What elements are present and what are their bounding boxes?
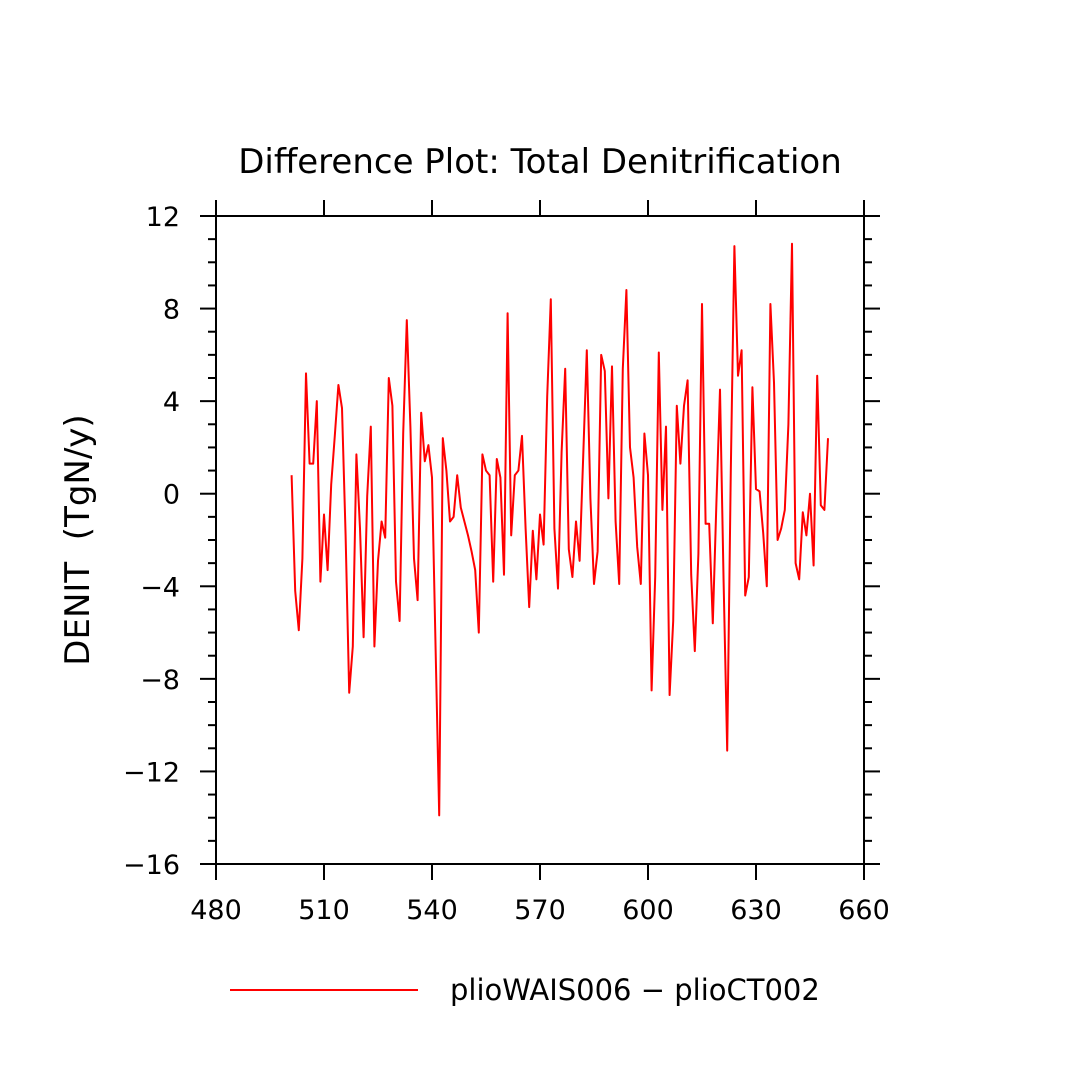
y-tick-label: −8 xyxy=(140,665,180,696)
y-axis-label: DENIT (TgN/y) xyxy=(58,414,98,665)
y-tick-label: −4 xyxy=(140,572,180,603)
y-tick-label: −12 xyxy=(123,757,180,788)
y-tick-label: 8 xyxy=(163,295,180,326)
x-tick-label: 480 xyxy=(190,895,242,926)
x-tick-label: 540 xyxy=(406,895,458,926)
y-tick-label: 0 xyxy=(163,480,180,511)
x-tick-label: 510 xyxy=(298,895,350,926)
plot-frame xyxy=(215,215,865,865)
axis-ticks xyxy=(200,200,880,880)
y-tick-label: 4 xyxy=(163,387,180,418)
series-line xyxy=(290,242,829,817)
y-tick-label: 12 xyxy=(146,202,180,233)
legend-label: plioWAIS006 − plioCT002 xyxy=(450,973,820,1007)
chart-title: Difference Plot: Total Denitrification xyxy=(238,142,842,182)
y-tick-label: −16 xyxy=(123,850,180,881)
x-tick-label: 600 xyxy=(622,895,674,926)
axis-tick-labels: 480 510 540 570 600 630 660 −16 −12 −8 −4 0 4 8 12 xyxy=(123,202,890,926)
x-tick-label: 660 xyxy=(838,895,890,926)
legend: plioWAIS006 − plioCT002 xyxy=(230,973,820,1007)
x-tick-label: 630 xyxy=(730,895,782,926)
x-tick-label: 570 xyxy=(514,895,566,926)
